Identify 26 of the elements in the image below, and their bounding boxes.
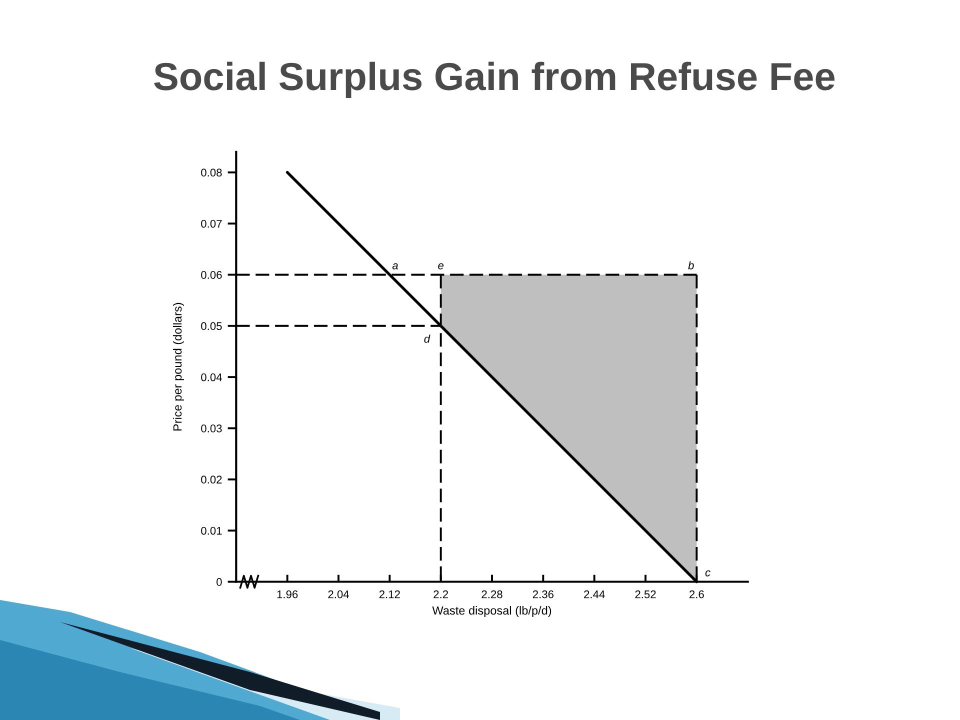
x-tick-label: 2.2 xyxy=(434,590,448,598)
x-tick-label: 2.6 xyxy=(690,590,704,598)
annotation: a xyxy=(392,263,398,270)
annotation: d xyxy=(424,334,430,343)
y-tick-label: 0.08 xyxy=(201,168,222,177)
annotation: b xyxy=(688,261,694,270)
y-tick-label: 0.05 xyxy=(201,322,222,330)
annotation: e xyxy=(438,263,444,270)
x-tick-label: 2.12 xyxy=(379,590,400,598)
x-axis-title: Waste disposal (lb/p/d) xyxy=(432,606,552,618)
y-tick-label: 0.06 xyxy=(201,271,222,279)
y-tick-label: 0 xyxy=(216,578,222,586)
y-tick-label: 0.04 xyxy=(201,373,222,382)
y-tick-label: 0.07 xyxy=(201,220,222,228)
x-tick-label: 2.52 xyxy=(635,590,656,598)
y-tick-label: 0.03 xyxy=(201,424,222,432)
annotation: c xyxy=(705,570,710,576)
y-axis-title: Price per pound (dollars) xyxy=(172,302,184,430)
x-tick-label: 2.36 xyxy=(532,590,554,598)
x-tick-label: 1.96 xyxy=(277,590,298,598)
chart-title: Social Surplus Gain from Refuse Fee xyxy=(154,62,835,98)
x-tick-label: 2.04 xyxy=(328,590,349,598)
x-tick-label: 2.44 xyxy=(584,590,605,598)
x-tick-label: 2.28 xyxy=(482,590,502,598)
y-tick-label: 0.02 xyxy=(201,476,222,484)
y-tick-label: 0.01 xyxy=(201,526,222,535)
